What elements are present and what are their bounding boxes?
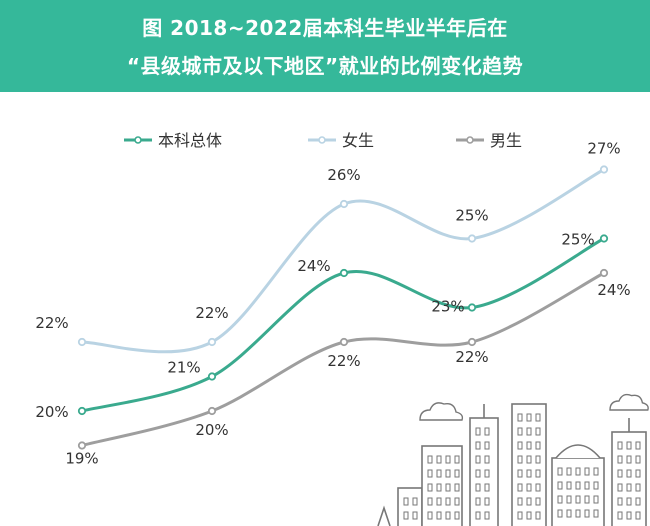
data-point-male [77, 441, 87, 450]
data-label-female: 27% [587, 140, 620, 158]
data-point-female [207, 337, 217, 347]
data-point-male [599, 268, 609, 278]
data-label-overall: 21% [167, 359, 200, 377]
data-label-male: 24% [597, 281, 630, 299]
data-point-overall [467, 303, 477, 312]
legend-label-overall: 本科总体 [158, 131, 222, 150]
data-label-male: 19% [65, 450, 98, 468]
data-label-female: 25% [455, 207, 488, 225]
data-label-overall: 20% [35, 403, 68, 421]
data-point-overall [599, 234, 609, 243]
legend: 本科总体 女生 男生 [124, 131, 522, 150]
data-point-male [207, 406, 217, 416]
data-label-male: 20% [195, 421, 228, 439]
legend-label-male: 男生 [490, 131, 522, 150]
legend-marker-female [318, 136, 326, 144]
data-label-overall: 25% [561, 231, 594, 249]
data-point-female [339, 199, 349, 209]
data-point-female [467, 234, 477, 243]
data-label-male: 22% [455, 348, 488, 366]
data-point-female [77, 337, 87, 347]
data-label-overall: 24% [297, 257, 330, 275]
data-point-male [467, 337, 477, 347]
data-label-female: 22% [35, 314, 68, 332]
title-banner: 图 2018~2022届本科生毕业半年后在 “县级城市及以下地区”就业的比例变化… [0, 0, 650, 92]
chart-title-line2: “县级城市及以下地区”就业的比例变化趋势 [126, 54, 524, 78]
data-point-male [339, 337, 349, 347]
city-skyline-icon [377, 393, 649, 526]
series-line-overall [80, 237, 606, 413]
data-label-male: 22% [327, 352, 360, 370]
data-point-overall [339, 268, 349, 278]
data-point-overall [77, 406, 87, 416]
data-labels-layer: 22% 22% 26% 25% 27% 19% 20% 22% 22% 24% 20% 21% 24% 2… [35, 140, 630, 468]
data-point-female [599, 165, 609, 174]
data-point-overall [207, 372, 217, 381]
legend-marker-male [466, 136, 474, 144]
data-label-overall: 23% [431, 298, 464, 316]
legend-label-female: 女生 [342, 131, 374, 150]
series-line-female [80, 168, 606, 354]
legend-marker-overall [134, 136, 142, 144]
data-label-female: 22% [195, 304, 228, 322]
chart-title-line1: 图 2018~2022届本科生毕业半年后在 [142, 16, 508, 40]
points-layer [77, 165, 609, 450]
data-label-female: 26% [327, 166, 360, 184]
